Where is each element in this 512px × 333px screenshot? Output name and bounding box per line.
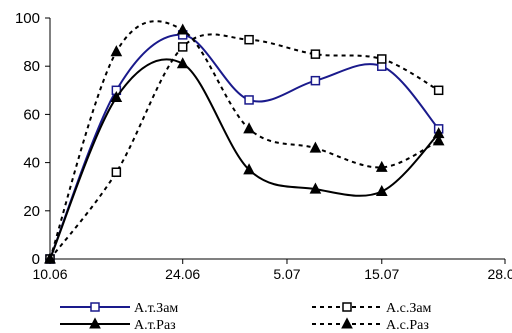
data-point	[243, 122, 255, 134]
data-point	[375, 160, 388, 172]
series-line	[49, 20, 440, 260]
series-4	[44, 20, 445, 264]
data-point	[111, 167, 122, 177]
legend-item: А.т.Зам	[60, 301, 178, 316]
data-point	[176, 23, 189, 35]
data-point	[243, 163, 255, 175]
data-point	[244, 34, 254, 45]
x-tick-label: 15.07	[364, 266, 399, 282]
data-point	[44, 252, 56, 264]
legend-item: А.с.Зам	[312, 301, 432, 316]
x-tick-label: 10.06	[32, 266, 67, 282]
data-point	[375, 184, 388, 197]
data-point	[110, 90, 123, 103]
series-3	[44, 57, 445, 264]
y-tick-label: 0	[32, 251, 40, 268]
y-tick-label: 80	[23, 58, 40, 75]
data-point	[310, 75, 321, 86]
data-point	[433, 85, 444, 96]
data-point	[310, 49, 321, 59]
x-tick-label: 24.06	[165, 266, 200, 282]
data-point	[177, 42, 188, 52]
legend-label: А.с.Зам	[386, 301, 432, 316]
data-point	[176, 57, 189, 69]
legend-label: А.т.Раз	[134, 318, 176, 333]
legend-label: А.с.Раз	[386, 318, 429, 333]
x-tick-label: 5.07	[273, 266, 300, 282]
y-tick-label: 100	[15, 10, 40, 27]
series-line	[49, 58, 440, 260]
x-ticks: 10.06 24.06 5.07 15.07 28.07	[32, 259, 512, 282]
y-ticks: 0 20 40 60 80 100	[15, 10, 50, 268]
legend-item: А.с.Раз	[312, 317, 429, 333]
legend-item: А.т.Раз	[60, 317, 176, 333]
legend-marker	[89, 317, 101, 329]
data-point	[309, 182, 322, 194]
legend-marker	[341, 317, 353, 329]
data-point	[377, 54, 387, 64]
y-tick-label: 40	[23, 155, 40, 172]
legend: А.т.Зам А.с.Зам А.т.Раз А.с.Раз	[60, 301, 432, 333]
legend-marker	[90, 302, 100, 312]
data-point	[309, 141, 322, 153]
data-point	[110, 45, 123, 57]
y-tick-label: 20	[23, 203, 40, 220]
legend-label: А.т.Зам	[134, 301, 178, 316]
series-1	[45, 30, 444, 264]
legend-marker	[342, 302, 352, 312]
series-group	[44, 20, 445, 264]
y-tick-label: 60	[23, 106, 40, 123]
data-point	[432, 134, 445, 146]
x-tick-label: 28.07	[487, 266, 512, 282]
data-point	[244, 95, 254, 105]
